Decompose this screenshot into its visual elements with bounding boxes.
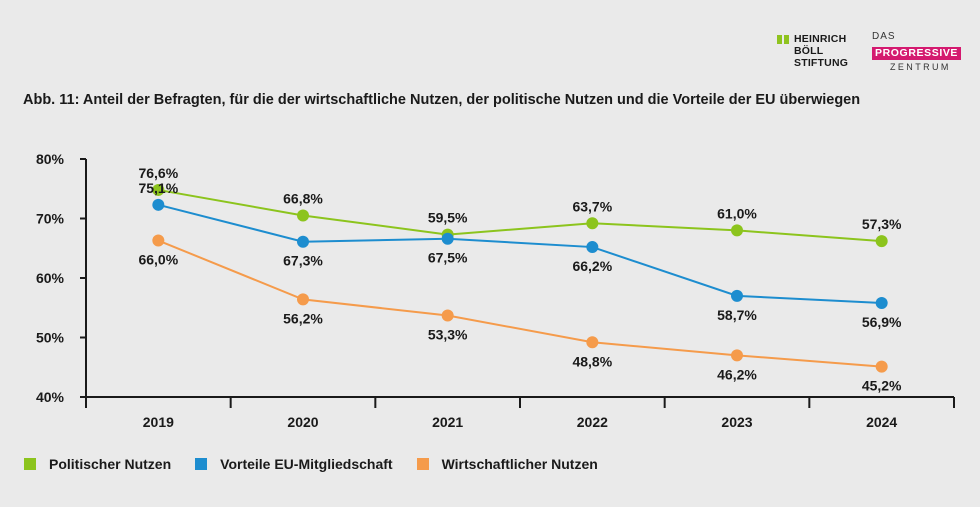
point-wirtschaft-2023 xyxy=(731,349,743,362)
data-label-wirtschaft-2024: 45,2% xyxy=(862,378,902,394)
point-vorteile-2020 xyxy=(297,235,309,248)
point-wirtschaft-2019 xyxy=(152,234,165,247)
point-politisch-2022 xyxy=(586,217,599,230)
y-tick-label-4: 40% xyxy=(36,389,65,405)
y-tick-label-0: 80% xyxy=(36,151,65,167)
point-wirtschaft-2021 xyxy=(441,309,454,322)
data-label-politisch-2021: 59,5% xyxy=(428,210,468,226)
data-label-politisch-2019: 76,6% xyxy=(138,165,178,181)
data-label-wirtschaft-2021: 53,3% xyxy=(428,326,468,342)
x-tick-label-2: 2021 xyxy=(432,414,463,430)
hbs-mark-icon xyxy=(777,35,789,69)
legend-item-vorteile: Vorteile EU-Mitgliedschaft xyxy=(195,456,393,472)
data-label-vorteile-2024: 56,9% xyxy=(862,314,902,330)
point-vorteile-2021 xyxy=(441,232,454,245)
x-tick-label-5: 2024 xyxy=(866,414,897,430)
x-tick-label-3: 2022 xyxy=(577,414,608,430)
heinrich-boell-logo: HEINRICH BÖLL STIFTUNG xyxy=(777,33,848,69)
data-label-vorteile-2022: 66,2% xyxy=(572,258,612,274)
legend-swatch-politisch xyxy=(24,458,36,470)
legend-swatch-wirtschaft xyxy=(416,458,429,470)
series-line-wirtschaft xyxy=(157,239,882,368)
point-politisch-2019 xyxy=(152,183,165,196)
legend-swatch-vorteile xyxy=(195,458,208,470)
legend-item-wirtschaft: Wirtschaftlicher Nutzen xyxy=(416,456,598,472)
point-wirtschaft-2022 xyxy=(586,336,599,349)
point-vorteile-2023 xyxy=(731,289,743,302)
data-label-wirtschaft-2020: 56,2% xyxy=(283,310,323,326)
legend-label-wirtschaft: Wirtschaftlicher Nutzen xyxy=(441,456,598,472)
dpz-das: DAS xyxy=(872,31,896,42)
series-line-vorteile xyxy=(158,203,882,304)
point-vorteile-2022 xyxy=(586,241,599,254)
x-tick-label-0: 2019 xyxy=(143,414,174,430)
data-label-vorteile-2023: 58,7% xyxy=(717,307,757,323)
x-tick-label-4: 2023 xyxy=(721,414,752,430)
chart-legend: Politischer Nutzen Vorteile EU-Mitglieds… xyxy=(24,456,622,472)
x-tick-label-1: 2020 xyxy=(287,414,318,430)
point-wirtschaft-2024 xyxy=(875,360,888,373)
data-label-vorteile-2019: 75,1% xyxy=(138,180,178,196)
data-label-vorteile-2021: 67,5% xyxy=(428,250,468,266)
hbs-line-2: BÖLL xyxy=(794,45,824,57)
legend-item-politisch: Politischer Nutzen xyxy=(24,456,171,472)
dpz-progressive: PROGRESSIVE xyxy=(872,47,962,60)
data-label-wirtschaft-2023: 46,2% xyxy=(717,366,757,382)
data-label-wirtschaft-2022: 48,8% xyxy=(572,353,612,369)
point-politisch-2020 xyxy=(297,209,309,222)
legend-label-vorteile: Vorteile EU-Mitgliedschaft xyxy=(220,456,393,472)
hbs-line-1: HEINRICH xyxy=(794,33,847,45)
dpz-zentrum: ZENTRUM xyxy=(890,62,951,72)
data-label-vorteile-2020: 67,3% xyxy=(283,253,323,269)
point-vorteile-2024 xyxy=(875,296,888,309)
chart-title: Abb. 11: Anteil der Befragten, für die d… xyxy=(23,92,861,108)
y-tick-label-3: 50% xyxy=(36,330,65,346)
point-vorteile-2019 xyxy=(152,198,165,211)
data-label-politisch-2022: 63,7% xyxy=(572,198,612,214)
y-tick-label-1: 70% xyxy=(36,211,65,227)
legend-label-politisch: Politischer Nutzen xyxy=(49,456,172,472)
hbs-line-3: STIFTUNG xyxy=(794,57,849,69)
data-label-politisch-2020: 66,8% xyxy=(283,191,323,207)
point-politisch-2023 xyxy=(731,224,743,237)
data-label-wirtschaft-2019: 66,0% xyxy=(138,252,178,268)
progressive-zentrum-logo: DAS PROGRESSIVE ZENTRUM xyxy=(872,31,962,73)
y-tick-label-2: 60% xyxy=(36,270,65,286)
point-politisch-2024 xyxy=(875,235,888,248)
data-label-politisch-2023: 61,0% xyxy=(717,205,757,221)
point-wirtschaft-2020 xyxy=(297,293,309,306)
series-line-politisch xyxy=(158,188,882,243)
data-label-politisch-2024: 57,3% xyxy=(862,216,902,232)
